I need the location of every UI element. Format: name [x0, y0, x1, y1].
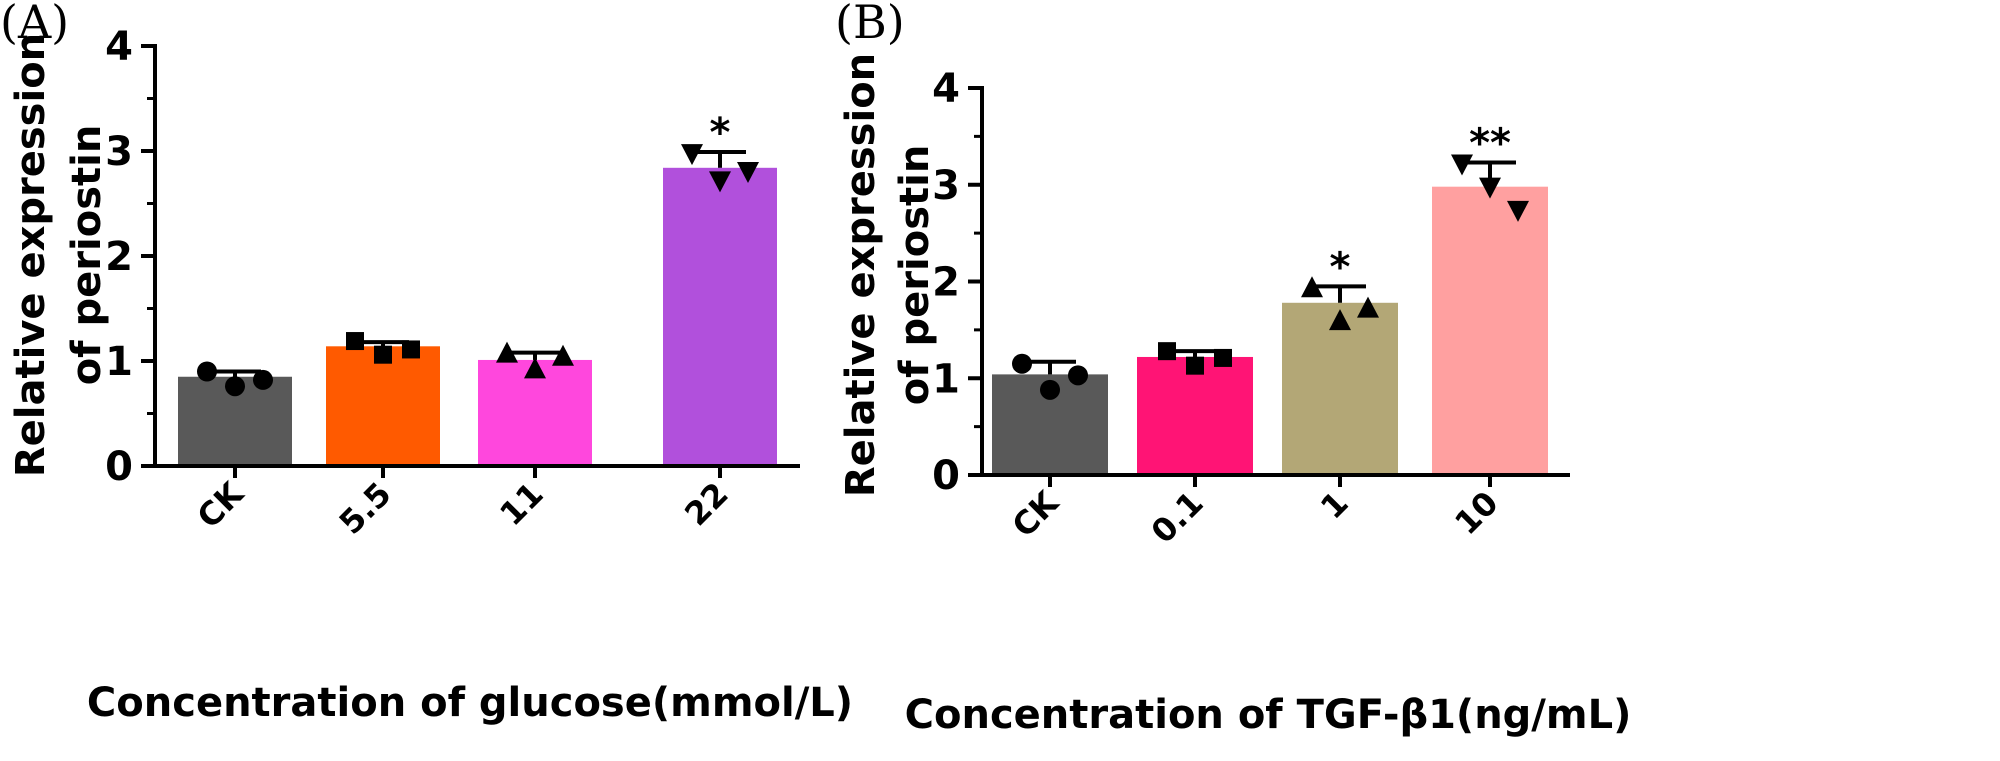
panel-a-significance-3: * — [710, 110, 731, 156]
panel-b-point-0-1 — [1040, 379, 1060, 400]
panel-b-xlabel: Concentration of TGF-β1(ng/mL) — [905, 692, 1632, 738]
panel-b-ytick-label-1: 1 — [932, 356, 960, 402]
panel-a-point-0-0 — [197, 361, 217, 382]
panel-a-ytick-label-3: 3 — [105, 129, 133, 175]
panel-b-bar-3 — [1432, 186, 1548, 475]
panel-b-xtick-label-0: CK — [1005, 483, 1067, 545]
panel-a-xtick-label-3: 22 — [677, 475, 735, 533]
panel-b-point-3-1 — [1479, 177, 1501, 199]
panel-a-ylabel-line2: of periostin — [64, 125, 110, 386]
panel-b-point-3-0 — [1451, 154, 1473, 176]
panel-b-ylabel-line2: of periostin — [892, 145, 938, 406]
panel-a-point-1-1 — [374, 345, 392, 364]
panel-a-point-0-2 — [253, 369, 273, 390]
panel-a: (A) Relative expression of periostin Con… — [0, 0, 853, 726]
panel-b-significance-2: * — [1330, 244, 1351, 290]
panel-b-xtick-label-3: 10 — [1447, 484, 1505, 542]
panel-a-xtick-label-1: 5.5 — [332, 475, 399, 542]
panel-b-ylabel-line1: Relative expression — [838, 53, 884, 497]
panel-a-point-1-0 — [346, 332, 364, 351]
panel-b-point-0-2 — [1068, 365, 1088, 386]
panel-b-bar-1 — [1137, 356, 1253, 475]
panel-a-point-0-1 — [225, 376, 245, 397]
panel-b-point-3-2 — [1507, 200, 1529, 222]
panel-a-point-3-2 — [737, 161, 759, 183]
panel-b: (B) Relative expression of periostin Con… — [835, 0, 1631, 738]
panel-a-point-1-2 — [402, 340, 420, 359]
panel-b-ytick-label-2: 2 — [932, 260, 960, 306]
panel-a-plot-area: * 0 1 2 3 4 CK 5.5 11 22 — [105, 24, 800, 542]
panel-b-ytick-label-4: 4 — [932, 66, 960, 112]
panel-b-point-1-2 — [1214, 348, 1232, 367]
panel-a-xtick-label-2: 11 — [492, 475, 550, 533]
panel-b-point-0-0 — [1012, 353, 1032, 374]
panel-b-point-1-1 — [1186, 356, 1204, 375]
panel-b-point-1-0 — [1158, 342, 1176, 361]
panel-a-xlabel: Concentration of glucose(mmol/L) — [87, 680, 853, 726]
panel-a-point-2-1 — [524, 357, 546, 379]
panel-b-point-2-1 — [1329, 309, 1351, 331]
panel-a-bar-1 — [326, 346, 440, 466]
panel-b-significance-3: ** — [1469, 120, 1511, 166]
panel-a-point-3-1 — [709, 171, 731, 193]
panel-a-point-2-2 — [552, 344, 574, 366]
panel-a-point-2-0 — [496, 341, 518, 363]
panel-a-ytick-label-1: 1 — [105, 339, 133, 385]
panel-b-point-2-0 — [1301, 276, 1323, 298]
panel-a-label: (A) — [0, 0, 69, 49]
panel-a-bar-3 — [663, 167, 777, 467]
panel-a-xtick-label-0: CK — [190, 474, 252, 536]
panel-b-xtick-label-1: 0.1 — [1144, 484, 1211, 551]
panel-b-label: (B) — [835, 0, 905, 49]
panel-b-point-2-2 — [1357, 296, 1379, 318]
panel-b-xtick-label-2: 1 — [1313, 484, 1356, 527]
panel-b-ytick-label-0: 0 — [932, 453, 960, 499]
panel-b-bar-2 — [1282, 302, 1398, 475]
panel-a-point-3-0 — [681, 144, 703, 166]
panel-a-ytick-label-4: 4 — [105, 24, 133, 70]
panel-a-ytick-label-2: 2 — [105, 234, 133, 280]
panel-a-ytick-label-0: 0 — [105, 444, 133, 490]
panel-b-ytick-label-3: 3 — [932, 163, 960, 209]
panel-a-ylabel-line1: Relative expression — [8, 33, 54, 477]
